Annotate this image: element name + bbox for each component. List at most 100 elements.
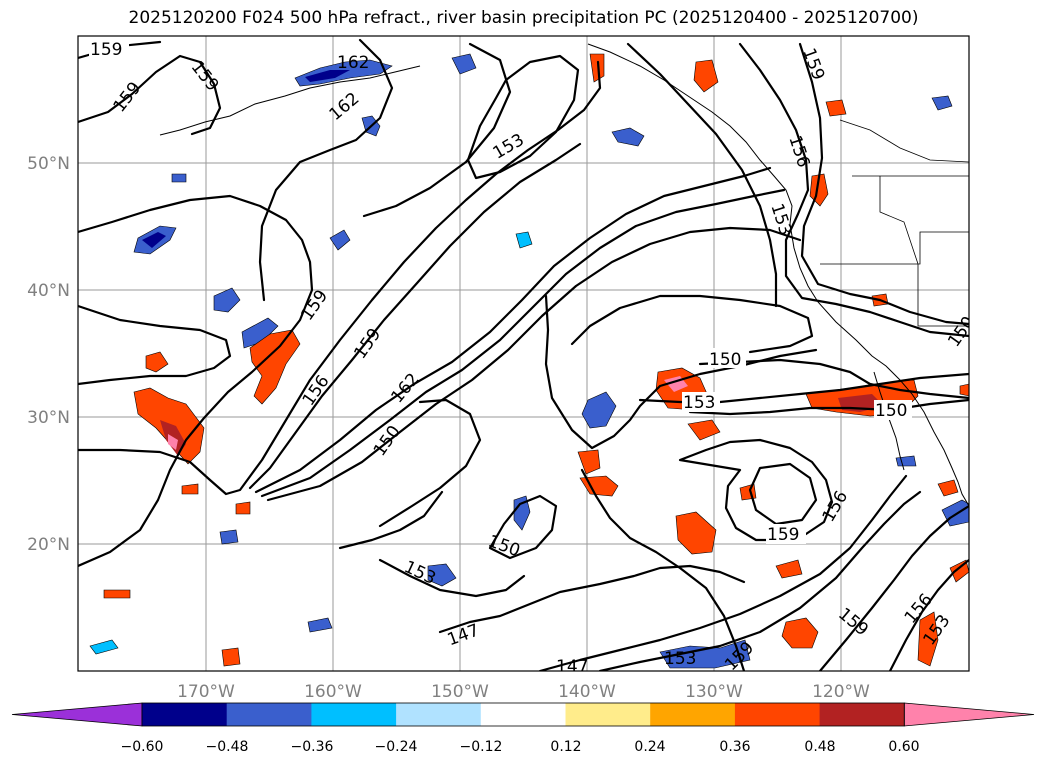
contour-line [626, 42, 778, 308]
colorbar-tick-label: 0.24 [634, 739, 665, 755]
colorbar-swatch [311, 703, 397, 726]
colorbar-swatch [226, 703, 312, 726]
neg-patch [427, 563, 457, 587]
neg-patch [451, 53, 477, 75]
contour-line [688, 398, 969, 416]
neg-patch [307, 617, 333, 633]
colorbar-swatch [565, 703, 651, 726]
contour-line [738, 42, 969, 338]
contour-line [260, 188, 786, 498]
clabel-bg [708, 348, 746, 368]
clabel-bg [682, 392, 720, 412]
neg-patch [213, 287, 241, 313]
contour-line [78, 54, 222, 136]
neg-patch [581, 391, 617, 429]
neg-patch [659, 639, 751, 669]
colorbar-tick-label: 0.60 [888, 739, 919, 755]
colorbar-tick-label: −0.60 [121, 739, 164, 755]
contour-line-closed [748, 462, 818, 526]
neg-patch [329, 229, 351, 251]
baja-coastline [873, 371, 905, 471]
province-borders [839, 119, 969, 163]
colorbar-swatch [142, 703, 228, 726]
neg-patch [515, 231, 533, 249]
neg-patch [89, 639, 119, 655]
colorbar-tick-label: 0.36 [719, 739, 750, 755]
latitude-labels: 50°N 40°N 30°N 20°N [27, 154, 70, 555]
pos-patch [959, 383, 969, 397]
contour-line [598, 490, 922, 671]
lat-tick-label: 20°N [27, 535, 70, 555]
colorbar-swatches [11, 702, 1035, 727]
pos-patch [693, 59, 719, 93]
colorbar-swatch [480, 703, 566, 726]
contour-line [78, 194, 314, 568]
contour-line-closed [678, 438, 834, 542]
neg-patch [611, 127, 645, 147]
lon-tick-label: 160°W [304, 682, 362, 702]
lat-tick-label: 40°N [27, 281, 70, 301]
pos-patch [825, 99, 847, 117]
contour-line [248, 142, 582, 490]
contour-line [570, 294, 814, 354]
colorbar-extend-high [903, 702, 1035, 727]
pos-patch [687, 419, 721, 441]
contour-line [888, 558, 969, 671]
contour-line [538, 474, 908, 671]
neg-patch [931, 95, 953, 111]
colorbar-tick-label: 0.48 [804, 739, 835, 755]
contour-line [798, 42, 969, 326]
colorbar-tick-label: −0.24 [375, 739, 418, 755]
contour-line [258, 38, 394, 302]
clabel-bg [766, 524, 806, 544]
colorbar-frame [141, 702, 905, 727]
pos-patch [221, 647, 241, 667]
clabel-bg [874, 400, 912, 420]
neg-patch [219, 529, 239, 545]
pos-patch [235, 501, 251, 515]
map-title: 2025120200 F024 500 hPa refract., river … [128, 8, 919, 28]
clabel-bg [89, 38, 129, 58]
colorbar-extend-low [11, 702, 143, 727]
map-panel: 159 159 159 162 162 153 159 156 153 159 … [77, 35, 970, 677]
contour-line-closed [488, 494, 558, 560]
pos-patch [103, 589, 131, 599]
lon-tick-label: 170°W [177, 682, 235, 702]
map-frame [77, 35, 970, 672]
pos-patch [249, 329, 301, 405]
pos-patch [577, 449, 601, 475]
pos-patch [181, 483, 199, 495]
contour-line [78, 304, 232, 386]
refractivity-contours [78, 38, 969, 671]
neg-patch [513, 495, 531, 531]
contour-line [362, 42, 512, 218]
colorbar-tick-label: −0.36 [291, 739, 334, 755]
pos-patch [949, 559, 969, 583]
state-borders [879, 176, 969, 327]
contour-label: 159 [767, 525, 799, 545]
contour-line [78, 60, 602, 496]
colorbar-swatch [396, 703, 482, 726]
lon-tick-label: 140°W [558, 682, 616, 702]
colorbar-tick-label: −0.48 [206, 739, 249, 755]
lon-tick-label: 150°W [431, 682, 489, 702]
contour-line [698, 358, 969, 400]
lon-tick-label: 130°W [685, 682, 743, 702]
pos-patch [781, 617, 819, 649]
colorbar-tick-label: 0.12 [550, 739, 581, 755]
pos-patch [937, 479, 959, 497]
colorbar-swatch [650, 703, 736, 726]
neg-patch [171, 173, 187, 183]
contour-label: 150 [709, 350, 741, 370]
contour-label: 153 [664, 649, 696, 669]
pos-patch [775, 559, 803, 579]
contour-label: 153 [683, 393, 715, 413]
lat-tick-label: 50°N [27, 154, 70, 174]
neg-patch [305, 70, 350, 82]
contour-label: 150 [875, 401, 907, 421]
contour-label: 162 [337, 53, 369, 73]
colorbar-swatch [819, 703, 905, 726]
contour-line [378, 558, 526, 598]
contour-label: 147 [556, 657, 588, 677]
